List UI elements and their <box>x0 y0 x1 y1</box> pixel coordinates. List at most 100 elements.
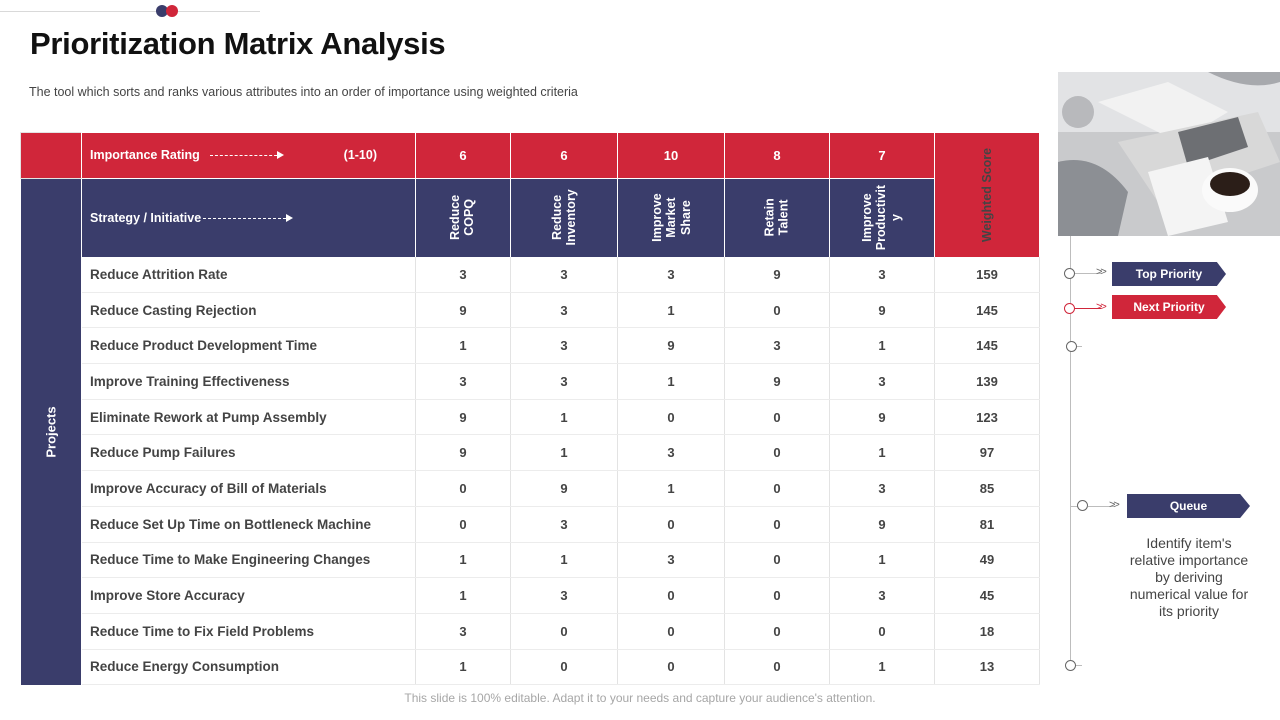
criterion-score: 1 <box>510 399 618 436</box>
table-row: Reduce Time to Fix Field Problems 3 0 0 0 0 18 <box>21 613 1040 650</box>
weighted-score: 13 <box>934 649 1040 686</box>
criterion-score: 1 <box>829 649 935 686</box>
criterion-score: 0 <box>724 292 830 329</box>
criterion-header: Reduce COPQ <box>415 178 511 257</box>
weighted-score: 18 <box>934 613 1040 650</box>
criterion-score: 0 <box>829 613 935 650</box>
criterion-score: 9 <box>415 292 511 329</box>
timeline-node <box>1064 268 1075 279</box>
dashed-arrow-icon <box>209 151 284 160</box>
weighted-score: 139 <box>934 363 1040 400</box>
criterion-score: 0 <box>617 613 725 650</box>
criterion-score: 0 <box>724 399 830 436</box>
timeline-node <box>1064 303 1075 314</box>
page-title: Prioritization Matrix Analysis <box>30 26 446 61</box>
criterion-score: 1 <box>415 327 511 365</box>
project-name: Reduce Product Development Time <box>81 327 416 365</box>
project-name: Reduce Attrition Rate <box>81 256 416 293</box>
criterion-label: Improve Productivit y <box>860 185 904 251</box>
criterion-score: 0 <box>724 577 830 614</box>
criterion-header: Retain Talent <box>724 178 830 257</box>
timeline-connector <box>1070 665 1082 666</box>
criterion-score: 1 <box>829 542 935 579</box>
table-row: Eliminate Rework at Pump Assembly 9 1 0 0 9 12… <box>21 399 1040 436</box>
project-name: Improve Store Accuracy <box>81 577 416 614</box>
table-row: Reduce Product Development Time 1 3 9 3 1 145 <box>21 327 1040 365</box>
criterion-rating: 8 <box>724 132 830 179</box>
projects-sidebar: Projects <box>20 177 82 685</box>
criterion-score: 3 <box>617 434 725 472</box>
table-row: Reduce Time to Make Engineering Changes 1… <box>21 542 1040 579</box>
table-row: Reduce Pump Failures 9 1 3 0 1 97 <box>21 434 1040 472</box>
criterion-score: 3 <box>510 577 618 614</box>
criterion-score: 0 <box>415 506 511 543</box>
project-name: Eliminate Rework at Pump Assembly <box>81 399 416 436</box>
criterion-score: 0 <box>617 506 725 543</box>
strategy-initiative-cell: Strategy / Initiative <box>81 178 416 257</box>
criterion-rating: 6 <box>510 132 618 179</box>
criterion-score: 3 <box>510 256 618 293</box>
weighted-score-label: Weighted Score <box>979 147 994 242</box>
table-row: Improve Training Effectiveness 3 3 1 9 3 139 <box>21 363 1040 400</box>
chevron-double-right-icon: >> <box>1096 301 1107 313</box>
prioritization-matrix: Importance Rating (1-10) 6 6 10 8 7 Weigh… <box>20 132 1040 686</box>
top-priority-tag: Top Priority <box>1112 262 1226 286</box>
timeline-connector <box>1088 506 1114 507</box>
project-name: Improve Accuracy of Bill of Materials <box>81 470 416 507</box>
criterion-score: 3 <box>510 506 618 543</box>
table-row: Improve Accuracy of Bill of Materials 0 9 1… <box>21 470 1040 507</box>
criterion-score: 0 <box>724 649 830 686</box>
weighted-score: 49 <box>934 542 1040 579</box>
weighted-score: 145 <box>934 327 1040 365</box>
criterion-score: 9 <box>829 399 935 436</box>
criterion-score: 9 <box>829 292 935 329</box>
criterion-label: Reduce COPQ <box>448 195 477 241</box>
weighted-score: 81 <box>934 506 1040 543</box>
criterion-score: 9 <box>724 363 830 400</box>
criterion-label: Improve Market Share <box>649 193 693 243</box>
timeline-connector <box>1075 308 1101 309</box>
importance-rating-row: Importance Rating (1-10) 6 6 10 8 7 Weigh… <box>20 132 1040 257</box>
criterion-score: 3 <box>415 256 511 293</box>
photo-illustration <box>1058 72 1280 236</box>
red-dot <box>166 5 178 17</box>
table-row: Reduce Energy Consumption 1 0 0 0 1 13 <box>21 649 1040 686</box>
projects-label: Projects <box>43 406 59 458</box>
weighted-score-header: Weighted Score <box>934 132 1040 257</box>
timeline-node <box>1077 500 1088 511</box>
rating-range-label: (1-10) <box>343 148 377 163</box>
criterion-score: 1 <box>617 363 725 400</box>
criteria-header-row: Projects Strategy / Initiative Reduce COP… <box>20 177 1040 685</box>
weighted-score: 85 <box>934 470 1040 507</box>
importance-rating-cell: Importance Rating (1-10) <box>81 132 416 179</box>
strategy-initiative-label: Strategy / Initiative <box>90 210 202 225</box>
criterion-score: 9 <box>415 399 511 436</box>
criterion-score: 9 <box>724 256 830 293</box>
project-name: Reduce Time to Make Engineering Changes <box>81 542 416 579</box>
table-row: Reduce Attrition Rate 3 3 3 9 3 159 <box>21 256 1040 293</box>
criterion-score: 3 <box>724 327 830 365</box>
criterion-score: 9 <box>829 506 935 543</box>
criterion-score: 0 <box>724 613 830 650</box>
project-name: Reduce Energy Consumption <box>81 649 416 686</box>
criterion-score: 3 <box>415 363 511 400</box>
business-meeting-photo <box>1058 72 1280 236</box>
criterion-score: 3 <box>829 363 935 400</box>
project-name: Reduce Casting Rejection <box>81 292 416 329</box>
top-divider <box>0 11 260 12</box>
timeline-connector <box>1075 273 1101 274</box>
page-subtitle: The tool which sorts and ranks various a… <box>29 85 578 99</box>
criterion-header: Reduce Inventory <box>510 178 618 257</box>
weighted-score: 145 <box>934 292 1040 329</box>
criterion-score: 9 <box>415 434 511 472</box>
criterion-score: 3 <box>510 292 618 329</box>
criterion-score: 1 <box>510 434 618 472</box>
criterion-label: Reduce Inventory <box>549 189 578 246</box>
criterion-rating: 7 <box>829 132 935 179</box>
priority-timeline <box>1070 236 1071 666</box>
criterion-score: 3 <box>415 613 511 650</box>
criterion-score: 3 <box>617 542 725 579</box>
criterion-score: 3 <box>829 470 935 507</box>
timeline-node <box>1065 660 1076 671</box>
criterion-score: 0 <box>724 434 830 472</box>
